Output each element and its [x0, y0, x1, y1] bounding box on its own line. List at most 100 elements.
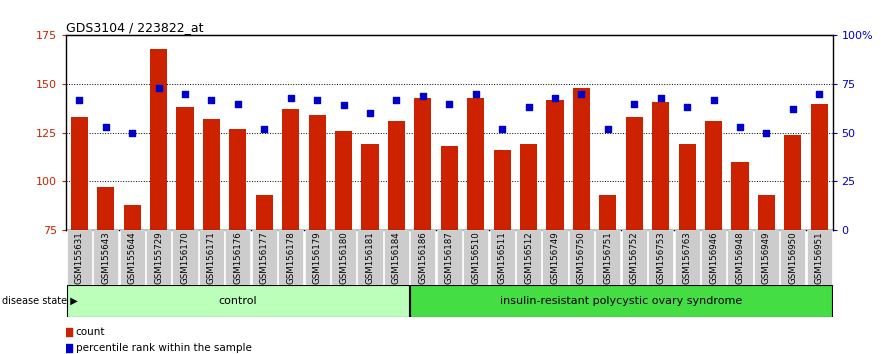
Bar: [626, 117, 643, 230]
Point: [257, 126, 271, 132]
Bar: [675, 230, 700, 285]
Text: GSM156187: GSM156187: [445, 232, 454, 285]
Bar: [384, 230, 409, 285]
Bar: [758, 195, 775, 230]
Bar: [622, 230, 647, 285]
Bar: [648, 230, 673, 285]
Bar: [388, 121, 405, 230]
Text: GSM156949: GSM156949: [762, 232, 771, 284]
Text: GSM156510: GSM156510: [471, 232, 480, 285]
Bar: [811, 103, 828, 230]
Bar: [67, 285, 409, 317]
Bar: [255, 195, 273, 230]
Point: [548, 95, 562, 101]
Point: [786, 107, 800, 112]
Text: GSM156181: GSM156181: [366, 232, 374, 285]
Text: GSM156752: GSM156752: [630, 232, 639, 285]
Point: [442, 101, 456, 106]
Point: [574, 91, 589, 97]
Bar: [807, 230, 832, 285]
Bar: [437, 230, 462, 285]
Bar: [226, 230, 250, 285]
Point: [416, 93, 430, 98]
Text: GSM156511: GSM156511: [498, 232, 507, 285]
Bar: [411, 230, 435, 285]
Text: GSM156177: GSM156177: [260, 232, 269, 285]
Bar: [176, 107, 194, 230]
Bar: [493, 150, 511, 230]
Bar: [490, 230, 515, 285]
Point: [337, 103, 351, 108]
Text: GSM155644: GSM155644: [128, 232, 137, 285]
Text: GSM156751: GSM156751: [603, 232, 612, 285]
Point: [178, 91, 192, 97]
Point: [469, 91, 483, 97]
Bar: [252, 230, 277, 285]
Text: percentile rank within the sample: percentile rank within the sample: [76, 343, 252, 353]
Point: [125, 130, 139, 136]
Point: [707, 97, 721, 102]
Bar: [599, 195, 617, 230]
Point: [363, 110, 377, 116]
Bar: [731, 162, 749, 230]
Point: [601, 126, 615, 132]
Text: GSM156180: GSM156180: [339, 232, 348, 285]
Text: disease state ▶: disease state ▶: [2, 296, 78, 306]
Text: insulin-resistant polycystic ovary syndrome: insulin-resistant polycystic ovary syndr…: [500, 296, 742, 306]
Point: [654, 95, 668, 101]
Point: [152, 85, 166, 91]
Text: GSM155643: GSM155643: [101, 232, 110, 285]
Bar: [467, 98, 485, 230]
Text: GSM156170: GSM156170: [181, 232, 189, 285]
Point: [204, 97, 218, 102]
Bar: [543, 230, 567, 285]
Text: GSM156946: GSM156946: [709, 232, 718, 284]
Bar: [652, 102, 670, 230]
Text: GSM156950: GSM156950: [788, 232, 797, 284]
Point: [300, 277, 314, 283]
Text: GSM156178: GSM156178: [286, 232, 295, 285]
Text: GSM156184: GSM156184: [392, 232, 401, 285]
Point: [310, 97, 324, 102]
Text: GSM156750: GSM156750: [577, 232, 586, 285]
Text: GSM156948: GSM156948: [736, 232, 744, 284]
Text: GSM156176: GSM156176: [233, 232, 242, 285]
Bar: [229, 129, 247, 230]
Point: [759, 130, 774, 136]
Bar: [331, 230, 356, 285]
Point: [300, 132, 314, 138]
Bar: [520, 144, 537, 230]
Bar: [414, 98, 432, 230]
Point: [231, 101, 245, 106]
Point: [72, 97, 86, 102]
Bar: [728, 230, 752, 285]
Bar: [781, 230, 805, 285]
Bar: [123, 205, 141, 230]
Bar: [146, 230, 171, 285]
Bar: [199, 230, 224, 285]
Point: [627, 101, 641, 106]
Bar: [282, 109, 300, 230]
Bar: [546, 99, 564, 230]
Bar: [516, 230, 541, 285]
Bar: [97, 187, 115, 230]
Bar: [70, 117, 88, 230]
Text: GSM156179: GSM156179: [313, 232, 322, 284]
Bar: [569, 230, 594, 285]
Bar: [573, 88, 590, 230]
Point: [680, 104, 694, 110]
Text: GDS3104 / 223822_at: GDS3104 / 223822_at: [66, 21, 204, 34]
Bar: [440, 147, 458, 230]
Bar: [754, 230, 779, 285]
Bar: [150, 49, 167, 230]
Text: GSM156186: GSM156186: [418, 232, 427, 285]
Text: GSM155631: GSM155631: [75, 232, 84, 285]
Bar: [358, 230, 382, 285]
Point: [99, 124, 113, 130]
Bar: [596, 230, 620, 285]
Bar: [173, 230, 197, 285]
Bar: [335, 131, 352, 230]
Point: [733, 124, 747, 130]
Bar: [278, 230, 303, 285]
Bar: [463, 230, 488, 285]
